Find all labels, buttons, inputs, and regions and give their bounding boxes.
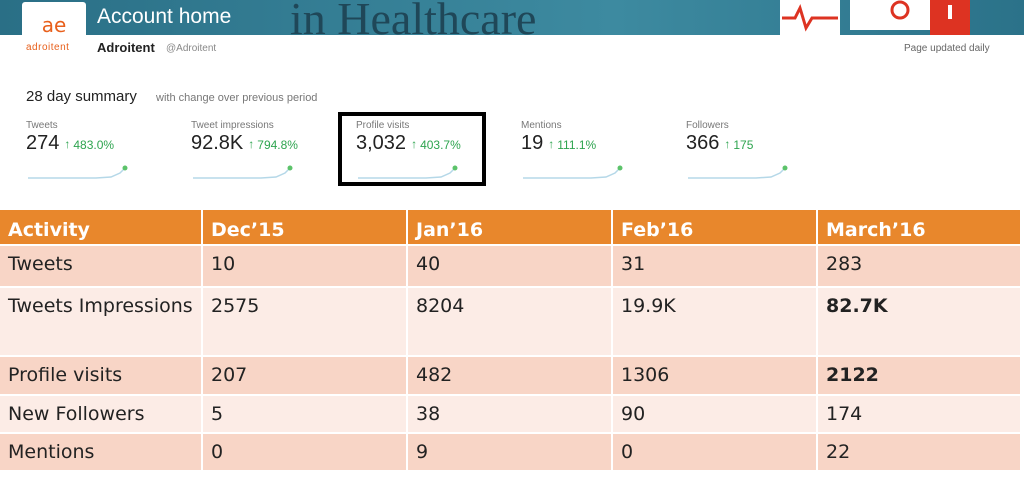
table-cell: 19.9K bbox=[613, 288, 816, 355]
table-cell: 38 bbox=[408, 396, 611, 432]
account-name: Adroitent bbox=[97, 40, 155, 55]
metric-value: 274 bbox=[26, 132, 60, 154]
update-note: Page updated daily bbox=[904, 43, 990, 54]
up-arrow: ↑ bbox=[411, 137, 418, 151]
table-cell: 22 bbox=[818, 434, 1020, 470]
metric-label: Tweet impressions bbox=[191, 120, 274, 131]
metric-change: 175 bbox=[733, 138, 754, 152]
table-cell: 174 bbox=[818, 396, 1020, 432]
metric-value: 19 bbox=[521, 132, 544, 154]
table-cell: 10 bbox=[203, 246, 406, 286]
table-header-cell: Dec’15 bbox=[203, 210, 406, 244]
table-header-cell: Feb’16 bbox=[613, 210, 816, 244]
metric-label: Mentions bbox=[521, 120, 562, 131]
up-arrow: ↑ bbox=[248, 137, 255, 151]
logo-text: adroitent bbox=[26, 42, 70, 53]
metric-label: Followers bbox=[686, 120, 729, 131]
table-header-cell: Activity bbox=[0, 210, 201, 244]
table-header-cell: March’16 bbox=[818, 210, 1020, 244]
metric-change: 794.8% bbox=[257, 138, 298, 152]
table-cell: Tweets bbox=[0, 246, 201, 286]
table-cell: 90 bbox=[613, 396, 816, 432]
summary-subtitle: with change over previous period bbox=[156, 92, 318, 104]
metric-label: Tweets bbox=[26, 120, 58, 131]
logo: ae adroitent bbox=[22, 2, 86, 58]
metric-change: 111.1% bbox=[557, 138, 597, 152]
table-cell: 5 bbox=[203, 396, 406, 432]
up-arrow: ↑ bbox=[548, 137, 555, 151]
metric-value: 3,032 bbox=[356, 132, 407, 154]
table-cell: 283 bbox=[818, 246, 1020, 286]
table-cell: 482 bbox=[408, 357, 611, 394]
sparkline bbox=[358, 165, 458, 179]
logo-mark: ae bbox=[42, 13, 67, 37]
banner-text: in Healthcare bbox=[290, 0, 537, 35]
table-cell: Mentions bbox=[0, 434, 201, 470]
metric-change: 483.0% bbox=[73, 138, 115, 152]
table-cell: 31 bbox=[613, 246, 816, 286]
table-cell: 2122 bbox=[818, 357, 1020, 394]
up-arrow: ↑ bbox=[64, 137, 71, 151]
up-arrow: ↑ bbox=[724, 137, 731, 151]
table-cell: Profile visits bbox=[0, 357, 201, 394]
table-cell: 40 bbox=[408, 246, 611, 286]
table-cell: 1306 bbox=[613, 357, 816, 394]
banner: in Healthcare bbox=[0, 0, 1024, 35]
sparkline bbox=[28, 165, 128, 179]
table-cell: 8204 bbox=[408, 288, 611, 355]
highlight-box bbox=[338, 112, 486, 186]
table-header-cell: Jan’16 bbox=[408, 210, 611, 244]
account-handle: @Adroitent bbox=[166, 43, 217, 54]
table-cell: New Followers bbox=[0, 396, 201, 432]
table-cell: 0 bbox=[203, 434, 406, 470]
table-cell: 9 bbox=[408, 434, 611, 470]
table-cell: Tweets Impressions bbox=[0, 288, 201, 355]
summary-title: 28 day summary bbox=[26, 88, 137, 105]
banner-icons bbox=[780, 0, 970, 35]
metric-value: 92.8K bbox=[191, 132, 244, 154]
page-title: Account home bbox=[97, 5, 232, 28]
sparkline bbox=[523, 165, 623, 179]
metric-value: 366 bbox=[686, 132, 720, 154]
metric-label: Profile visits bbox=[356, 120, 410, 131]
table-cell: 2575 bbox=[203, 288, 406, 355]
table-cell: 0 bbox=[613, 434, 816, 470]
metric-change: 403.7% bbox=[420, 138, 461, 152]
svg-text:ae: ae bbox=[42, 13, 67, 37]
sparkline bbox=[688, 165, 788, 179]
sparkline bbox=[193, 165, 293, 179]
table-cell: 207 bbox=[203, 357, 406, 394]
table-cell: 82.7K bbox=[818, 288, 1020, 355]
